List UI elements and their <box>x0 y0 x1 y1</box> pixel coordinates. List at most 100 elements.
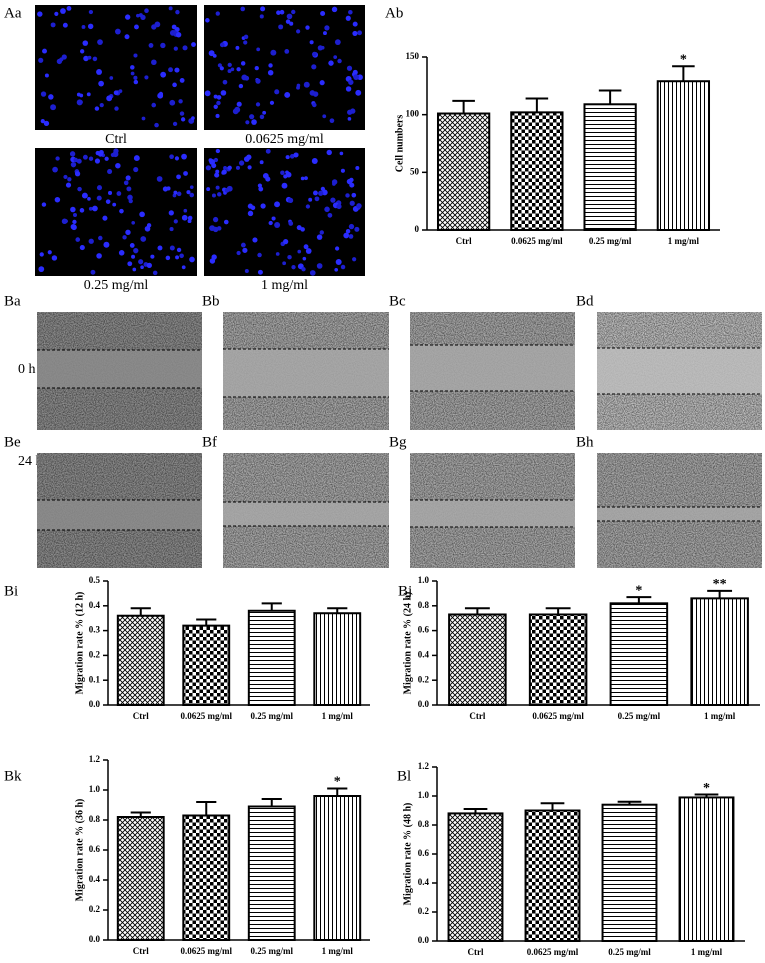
cell-nucleus <box>351 192 357 198</box>
x-tick-label: 0.0625 mg/ml <box>527 947 579 957</box>
cell-nucleus <box>156 176 163 182</box>
cell-nucleus <box>311 64 317 70</box>
cell-nucleus <box>300 176 305 181</box>
cell-nucleus <box>76 158 82 164</box>
cell-nucleus <box>240 6 246 12</box>
cell-nucleus <box>187 215 193 221</box>
bar <box>313 612 362 706</box>
y-tick-label: 0.8 <box>89 814 101 824</box>
cell-nucleus <box>339 151 344 156</box>
cell-nucleus <box>154 122 159 128</box>
x-tick-label: Ctrl <box>133 946 149 956</box>
cell-nucleus <box>179 111 185 116</box>
cell-nucleus <box>168 210 174 216</box>
cell-nucleus <box>105 199 111 204</box>
y-axis-label: Migration rate % (48 h) <box>402 803 413 906</box>
bar <box>182 814 231 941</box>
cell-nucleus <box>348 234 354 239</box>
cell-nucleus <box>238 160 245 166</box>
bar <box>436 112 491 231</box>
cell-nucleus <box>217 63 222 68</box>
cell-nucleus <box>303 244 309 250</box>
cell-nucleus <box>81 192 88 199</box>
cell-nucleus <box>102 215 108 221</box>
cell-nucleus <box>259 160 264 165</box>
cell-nucleus <box>131 220 136 225</box>
cell-nucleus <box>114 28 121 35</box>
cell-nucleus <box>236 101 242 107</box>
cell-nucleus <box>309 40 314 45</box>
cell-nucleus <box>353 74 360 81</box>
cell-nucleus <box>152 270 158 276</box>
cell-nucleus <box>215 185 220 190</box>
y-tick-label: 0.0 <box>89 699 101 709</box>
cell-nucleus <box>63 174 68 180</box>
scratch-image <box>37 312 202 430</box>
cell-nucleus <box>189 185 194 189</box>
bar-chart: Bl Migration rate % (48 h) 0.0 0.2 0.4 0.6 0.8… <box>397 761 745 957</box>
bar <box>583 103 637 231</box>
cell-nucleus <box>352 69 358 75</box>
cell-nucleus <box>139 211 145 218</box>
cell-nucleus <box>322 114 327 119</box>
x-tick-label: 0.0625 mg/ml <box>532 711 584 721</box>
cell-nucleus <box>133 79 139 85</box>
cell-nucleus <box>355 166 360 171</box>
fluorescence-image <box>35 148 197 276</box>
cell-nucleus <box>83 55 89 62</box>
cell-nucleus <box>259 114 265 120</box>
x-tick-label: 0.25 mg/ml <box>589 236 632 246</box>
x-tick-label: Ctrl <box>468 947 484 957</box>
cell-nucleus <box>107 169 113 175</box>
cell-nucleus <box>296 29 301 34</box>
bar <box>510 111 564 231</box>
cell-nucleus <box>321 189 328 196</box>
x-tick-label: 0.25 mg/ml <box>608 947 651 957</box>
bar <box>116 816 165 941</box>
cell-nucleus <box>336 203 342 210</box>
cell-nucleus <box>254 65 259 71</box>
cell-nucleus <box>56 58 63 65</box>
cell-nucleus <box>162 186 169 192</box>
cell-nucleus <box>113 90 119 96</box>
cell-nucleus <box>88 206 93 211</box>
cell-nucleus <box>236 250 241 256</box>
cell-nucleus <box>255 78 261 84</box>
cell-nucleus <box>191 116 195 120</box>
cell-nucleus <box>175 255 180 260</box>
cell-nucleus <box>320 186 326 191</box>
cell-nucleus <box>106 95 113 102</box>
bar <box>528 613 588 706</box>
cell-nucleus <box>160 71 167 78</box>
cell-nucleus <box>243 34 249 40</box>
x-tick-label: Ctrl <box>133 711 149 721</box>
cell-nucleus <box>262 110 267 115</box>
y-axis-label: Migration rate % (36 h) <box>74 799 85 902</box>
x-tick-label: Ctrl <box>469 711 485 721</box>
cell-nucleus <box>180 117 186 122</box>
cell-nucleus <box>40 119 45 124</box>
cell-nucleus <box>340 264 346 270</box>
cell-nucleus <box>268 220 273 226</box>
y-tick-label: 0.2 <box>418 674 430 684</box>
cell-nucleus <box>144 75 149 80</box>
cell-nucleus <box>92 205 98 212</box>
cell-nucleus <box>133 166 139 173</box>
bar-chart: Bk Migration rate % (36 h) 0.0 0.2 0.4 0.6 0.8… <box>4 754 370 956</box>
cell-nucleus <box>227 165 232 170</box>
cell-nucleus <box>211 193 216 198</box>
y-tick-label: 0.2 <box>418 906 430 916</box>
cell-nucleus <box>291 9 296 15</box>
cell-nucleus <box>324 25 330 31</box>
cell-nucleus <box>281 182 288 189</box>
significance-mark: * <box>680 52 687 67</box>
cell-nucleus <box>222 79 228 85</box>
cell-nucleus <box>82 154 88 160</box>
cell-nucleus <box>181 265 186 270</box>
y-tick-label: 0.1 <box>89 674 101 684</box>
x-tick-label: 0.0625 mg/ml <box>181 711 233 721</box>
scratch-gap <box>37 350 202 388</box>
cell-nucleus <box>42 48 47 54</box>
cell-nucleus <box>247 210 254 217</box>
cell-nucleus <box>124 14 131 20</box>
